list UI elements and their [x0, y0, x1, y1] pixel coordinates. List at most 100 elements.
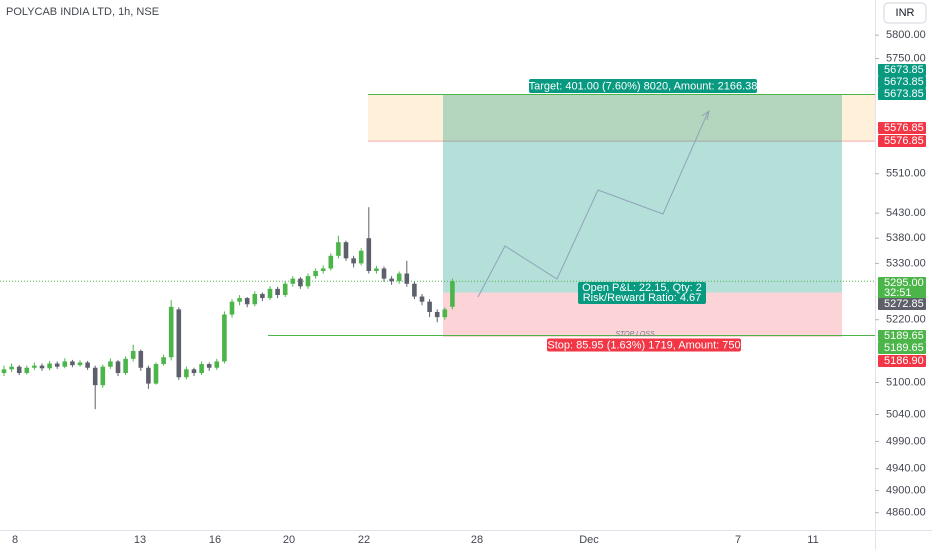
y-tick-label: 4990.00 — [886, 435, 926, 447]
candle-body — [100, 366, 106, 386]
candle-body — [32, 365, 37, 368]
candle-body — [168, 306, 174, 358]
candle-body — [47, 363, 52, 369]
candle-body — [336, 242, 341, 256]
candle-body — [237, 298, 242, 302]
target-text: Target: 401.00 (7.60%) 8020, Amount: 216… — [529, 80, 758, 92]
level-zone — [368, 94, 875, 142]
candle-body — [176, 309, 182, 378]
candle-body — [427, 301, 432, 312]
candle-body — [85, 362, 90, 368]
candle-body — [146, 367, 151, 384]
x-tick-label: 20 — [283, 534, 295, 546]
candle-body — [70, 361, 75, 366]
candle-body — [260, 293, 265, 299]
x-tick-label: 7 — [735, 534, 741, 546]
ratio-text: Risk/Reward Ratio: 4.67 — [583, 292, 702, 304]
price-label: 5295.00 — [884, 277, 924, 289]
candle-body — [389, 278, 394, 282]
x-tick-label: 8 — [12, 534, 18, 546]
candle-body — [381, 268, 387, 279]
candle-body — [138, 350, 144, 368]
y-tick-label: 5330.00 — [886, 257, 926, 269]
price-label-box — [878, 277, 926, 299]
candle-body — [290, 278, 296, 284]
candle-body — [244, 298, 250, 305]
candle-body — [396, 273, 402, 282]
candle-body — [153, 364, 159, 384]
candle-body — [77, 362, 83, 366]
candle-body — [184, 369, 189, 378]
pnl-text: Open P&L: 22.15, Qty: 2 — [582, 282, 702, 294]
price-label-box — [878, 135, 926, 147]
price-label: 5189.65 — [884, 330, 924, 342]
candle-body — [374, 268, 379, 272]
x-tick-label: 22 — [358, 534, 370, 546]
candle-body — [123, 358, 128, 374]
stop-text: Stop: 85.95 (1.63%) 1719, Amount: 750 — [547, 339, 740, 351]
y-tick-label: 4860.00 — [886, 507, 926, 519]
candle-body — [313, 271, 318, 277]
candle-body — [229, 301, 235, 315]
stop-loss-text: STOP LOSS — [615, 331, 655, 338]
candle-body — [358, 250, 364, 264]
y-tick-label: 5380.00 — [886, 232, 926, 244]
price-label-box — [878, 64, 926, 76]
projection-path — [477, 111, 709, 298]
symbol-title: POLYCAB INDIA LTD, 1h, NSE — [6, 6, 159, 18]
candle-body — [450, 281, 455, 307]
pnl-box — [578, 282, 706, 304]
price-label-countdown: 32:51 — [884, 287, 912, 299]
candle-body — [320, 268, 326, 272]
candle-body — [214, 361, 220, 368]
candle-body — [130, 350, 136, 359]
price-label: 5673.85 — [884, 76, 924, 88]
projection-arrow — [701, 109, 710, 121]
y-tick-label: 5220.00 — [886, 314, 926, 326]
price-label: 5576.85 — [884, 122, 924, 134]
candle-body — [54, 363, 60, 367]
candle-body — [366, 238, 372, 272]
price-label: 5576.85 — [884, 135, 924, 147]
candle-body — [351, 258, 356, 264]
price-label-box — [878, 330, 926, 342]
candle-body — [305, 276, 311, 287]
price-label: 5189.65 — [884, 342, 924, 354]
price-label: 5673.85 — [884, 64, 924, 76]
y-tick-label: 5430.00 — [886, 207, 926, 219]
candle-body — [9, 366, 14, 370]
candle-body — [206, 364, 212, 368]
candle-body — [39, 365, 45, 369]
candle-body — [419, 296, 425, 302]
candle-body — [191, 369, 197, 374]
y-tick-label: 5510.00 — [886, 168, 926, 180]
candle-body — [115, 361, 121, 374]
y-tick-label: 5800.00 — [886, 29, 926, 41]
candle-body — [343, 242, 349, 259]
price-label-box — [878, 355, 926, 367]
currency-button[interactable] — [883, 2, 927, 24]
candle-body — [199, 364, 204, 374]
candle-body — [62, 361, 68, 367]
price-label: 5272.85 — [884, 298, 924, 310]
candle-body — [16, 366, 22, 374]
candle-body — [434, 311, 440, 318]
currency-label[interactable]: INR — [896, 7, 915, 19]
candle-body — [275, 288, 280, 295]
y-tick-label: 4900.00 — [886, 484, 926, 496]
price-label: 5186.90 — [884, 355, 924, 367]
x-tick-label: 13 — [134, 534, 146, 546]
y-tick-label: 5040.00 — [886, 408, 926, 420]
candle-body — [267, 288, 273, 299]
candle-body — [442, 309, 448, 318]
candle-body — [412, 283, 417, 297]
candle-body — [252, 293, 258, 305]
price-label-box — [878, 298, 926, 310]
x-tick-label: 16 — [209, 534, 221, 546]
candle-body — [222, 314, 227, 362]
price-label-box — [878, 88, 926, 100]
price-label-box — [878, 122, 926, 134]
candle-body — [92, 367, 98, 386]
price-label-box — [878, 342, 926, 354]
